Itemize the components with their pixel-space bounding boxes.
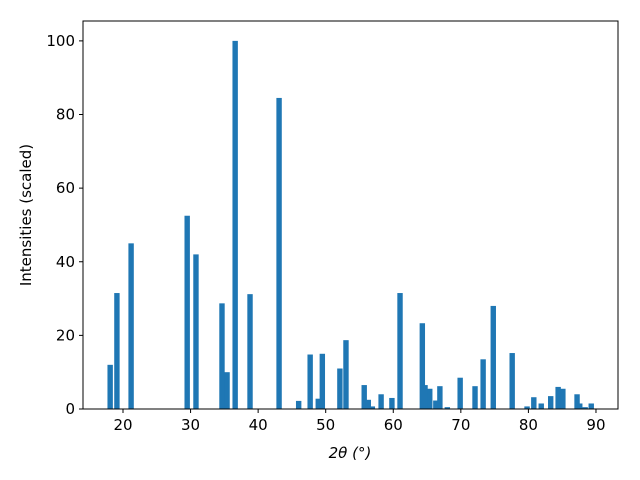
x-tick-label: 60 bbox=[384, 416, 403, 434]
x-axis-label: 2θ (°) bbox=[329, 444, 372, 462]
bar bbox=[509, 353, 515, 409]
bar bbox=[193, 254, 199, 409]
bar bbox=[419, 323, 426, 409]
y-tick-label: 60 bbox=[56, 179, 75, 197]
bar bbox=[433, 400, 439, 409]
bar bbox=[422, 385, 428, 409]
bar bbox=[480, 359, 486, 409]
bar bbox=[224, 372, 230, 409]
bar bbox=[107, 364, 113, 409]
bar bbox=[315, 398, 321, 409]
bar bbox=[588, 403, 594, 409]
bar bbox=[437, 386, 443, 409]
bar bbox=[577, 403, 583, 409]
bar bbox=[389, 397, 395, 409]
bar bbox=[582, 407, 588, 409]
plot-frame bbox=[82, 20, 619, 410]
bar bbox=[232, 40, 238, 409]
bar bbox=[560, 388, 566, 409]
y-tick-label: 80 bbox=[56, 106, 75, 124]
bar bbox=[538, 403, 544, 409]
bar bbox=[276, 97, 282, 409]
bar bbox=[444, 407, 451, 409]
bar bbox=[307, 354, 313, 409]
bar bbox=[555, 386, 561, 409]
bar bbox=[369, 406, 376, 409]
bar bbox=[472, 386, 478, 409]
bar bbox=[574, 394, 580, 409]
bar bbox=[427, 388, 433, 409]
bar bbox=[219, 303, 225, 409]
x-tick-label: 20 bbox=[113, 416, 132, 434]
bar bbox=[114, 293, 120, 409]
bar bbox=[548, 396, 554, 409]
y-tick-label: 40 bbox=[56, 253, 75, 271]
x-tick-label: 40 bbox=[249, 416, 268, 434]
x-tick-label: 70 bbox=[451, 416, 470, 434]
bar bbox=[337, 368, 343, 409]
bar bbox=[184, 215, 190, 409]
bar bbox=[295, 400, 302, 409]
bar bbox=[531, 397, 537, 409]
x-tick-label: 80 bbox=[519, 416, 538, 434]
bar bbox=[397, 293, 403, 409]
bar bbox=[457, 377, 463, 409]
y-tick-label: 0 bbox=[65, 400, 75, 418]
x-tick-label: 30 bbox=[181, 416, 200, 434]
bar bbox=[365, 399, 371, 409]
y-tick-label: 20 bbox=[56, 326, 75, 344]
bar bbox=[490, 305, 496, 409]
bar bbox=[128, 243, 134, 409]
bar bbox=[247, 294, 253, 409]
bar bbox=[361, 385, 367, 409]
bar bbox=[319, 353, 326, 409]
y-axis-label: Intensities (scaled) bbox=[17, 144, 35, 286]
x-tick-label: 50 bbox=[316, 416, 335, 434]
bar bbox=[524, 406, 530, 409]
bar bbox=[378, 394, 384, 409]
y-tick-label: 100 bbox=[46, 32, 75, 50]
bar bbox=[343, 340, 349, 409]
x-tick-label: 90 bbox=[586, 416, 605, 434]
